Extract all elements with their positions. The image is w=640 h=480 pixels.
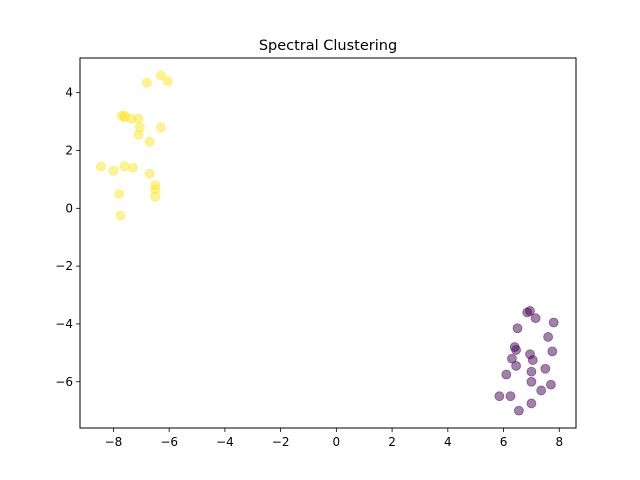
plot-area-frame bbox=[79, 57, 577, 429]
scatter-point-cluster-1 bbox=[150, 191, 161, 202]
x-tick-label: 4 bbox=[444, 435, 452, 449]
scatter-point-cluster-1 bbox=[144, 168, 155, 179]
scatter-point-cluster-1 bbox=[133, 129, 144, 140]
x-tick-label: 8 bbox=[555, 435, 563, 449]
x-tick-label: −2 bbox=[272, 435, 290, 449]
y-tick-label: −4 bbox=[55, 317, 73, 331]
x-tick-label: −8 bbox=[105, 435, 123, 449]
scatter-point-cluster-2 bbox=[501, 369, 512, 380]
y-tick-label: 4 bbox=[65, 86, 73, 100]
scatter-point-cluster-2 bbox=[513, 405, 524, 416]
x-tick-label: 0 bbox=[333, 435, 341, 449]
y-tick-label: 2 bbox=[65, 144, 73, 158]
scatter-point-cluster-2 bbox=[547, 346, 558, 357]
scatter-point-cluster-2 bbox=[530, 313, 541, 324]
y-tick-label: 0 bbox=[65, 201, 73, 215]
scatter-point-cluster-1 bbox=[133, 113, 144, 124]
x-axis-ticks: −8 −6 −4 −2 0 2 4 6 8 bbox=[105, 428, 563, 449]
scatter-point-cluster-1 bbox=[119, 112, 130, 123]
scatter-point-cluster-2 bbox=[546, 379, 556, 390]
x-tick-label: 2 bbox=[388, 435, 396, 449]
scatter-point-cluster-1 bbox=[128, 162, 138, 173]
scatter-point-cluster-2 bbox=[505, 391, 516, 402]
scatter-point-cluster-1 bbox=[115, 210, 126, 221]
scatter-point-cluster-2 bbox=[511, 360, 521, 371]
scatter-point-cluster-2 bbox=[526, 398, 537, 409]
scatter-point-cluster-1 bbox=[162, 76, 173, 87]
scatter-point-cluster-2 bbox=[548, 317, 559, 328]
scatter-point-cluster-1 bbox=[114, 188, 124, 199]
scatter-point-cluster-2 bbox=[526, 376, 537, 387]
scatter-point-cluster-2 bbox=[507, 353, 517, 364]
x-tick-label: −6 bbox=[160, 435, 178, 449]
y-tick-label: −6 bbox=[55, 375, 73, 389]
scatter-point-cluster-2 bbox=[522, 307, 533, 318]
scatter-point-cluster-2 bbox=[494, 391, 505, 402]
x-tick-label: 6 bbox=[500, 435, 508, 449]
points-layer bbox=[96, 70, 559, 416]
scatter-point-cluster-1 bbox=[119, 161, 130, 172]
scatter-point-cluster-1 bbox=[96, 161, 106, 172]
y-tick-label: −2 bbox=[55, 259, 73, 273]
scatter-point-cluster-1 bbox=[141, 77, 152, 88]
scatter-point-cluster-2 bbox=[543, 332, 554, 342]
scatter-point-cluster-2 bbox=[527, 355, 538, 365]
scatter-point-cluster-2 bbox=[512, 323, 523, 334]
scatter-point-cluster-1 bbox=[144, 136, 155, 147]
scatter-point-cluster-2 bbox=[536, 385, 547, 396]
scatter-point-cluster-1 bbox=[108, 165, 119, 176]
scatter-point-cluster-2 bbox=[540, 363, 551, 374]
x-tick-label: −4 bbox=[216, 435, 234, 449]
scatter-point-cluster-1 bbox=[155, 70, 166, 81]
scatter-point-cluster-2 bbox=[526, 366, 537, 377]
y-axis-ticks: −6 −4 −2 0 2 4 bbox=[55, 86, 80, 389]
scatter-point-cluster-2 bbox=[511, 345, 521, 355]
chart-title: Spectral Clustering bbox=[259, 38, 397, 54]
scatter-point-cluster-1 bbox=[155, 122, 166, 133]
